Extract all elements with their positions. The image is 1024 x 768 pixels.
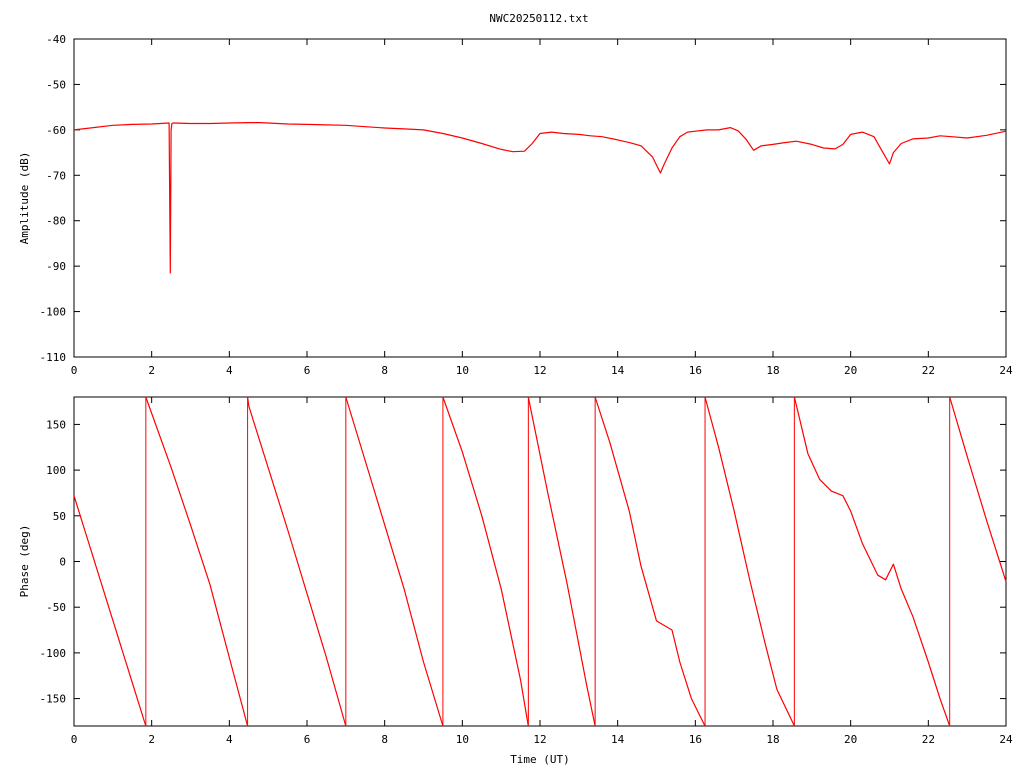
series-line-8	[793, 396, 951, 727]
x-tick-label: 4	[226, 733, 233, 746]
plot-frame	[73, 38, 1007, 358]
y-tick-label: -90	[46, 260, 66, 273]
x-tick-label: 6	[304, 733, 311, 746]
x-tick-label: 12	[533, 364, 546, 377]
y-tick-label: -150	[40, 693, 67, 706]
y-tick-label: -100	[40, 647, 67, 660]
phase-panel: 0 2 4 6 8 10 12 14 16 18 20 22 24150100500-50-100-15…	[18, 396, 1013, 766]
y-tick-label: -50	[46, 601, 66, 614]
y-tick-label: -40	[46, 33, 66, 46]
x-tick-label: 18	[766, 733, 779, 746]
series-line-3	[345, 396, 444, 727]
x-tick-label: 24	[999, 364, 1013, 377]
plot-frame	[73, 396, 1007, 727]
figure-title: NWC20250112.txt	[489, 12, 588, 25]
x-tick-label: 2	[148, 364, 155, 377]
series-line-1	[145, 396, 249, 727]
x-axis-label: Time (UT)	[510, 753, 570, 766]
series-line-6	[594, 396, 706, 727]
y-tick-label: -110	[40, 351, 67, 364]
series-line-9	[949, 396, 1007, 582]
x-tick-label: 20	[844, 364, 857, 377]
y-tick-label: -100	[40, 306, 67, 319]
x-tick-label: 20	[844, 733, 857, 746]
x-tick-label: 14	[611, 733, 625, 746]
x-tick-label: 22	[922, 364, 935, 377]
x-tick-label: 8	[381, 364, 388, 377]
x-tick-label: 0	[71, 364, 78, 377]
x-tick-label: 0	[71, 733, 78, 746]
x-tick-label: 10	[456, 364, 469, 377]
y-tick-label: 150	[46, 418, 66, 431]
y-tick-label: 0	[59, 556, 66, 569]
y-tick-label: 50	[53, 510, 66, 523]
y-axis-label: Phase (deg)	[18, 525, 31, 598]
x-tick-label: 12	[533, 733, 546, 746]
series-line-0	[73, 121, 1007, 274]
y-tick-label: -60	[46, 124, 66, 137]
x-tick-label: 10	[456, 733, 469, 746]
x-tick-label: 22	[922, 733, 935, 746]
x-tick-label: 16	[689, 364, 702, 377]
y-axis-label: Amplitude (dB)	[18, 152, 31, 245]
x-tick-label: 24	[999, 733, 1013, 746]
x-tick-label: 6	[304, 364, 311, 377]
x-tick-label: 16	[689, 733, 702, 746]
x-tick-label: 8	[381, 733, 388, 746]
x-tick-label: 14	[611, 364, 625, 377]
series-line-5	[527, 396, 596, 727]
series-line-4	[442, 396, 529, 727]
series-line-0	[73, 495, 147, 727]
series-line-7	[704, 396, 795, 727]
y-tick-label: -70	[46, 169, 66, 182]
y-tick-label: 100	[46, 464, 66, 477]
x-tick-label: 2	[148, 733, 155, 746]
y-tick-label: -50	[46, 78, 66, 91]
x-tick-label: 18	[766, 364, 779, 377]
y-tick-label: -80	[46, 215, 66, 228]
amplitude-panel: 0 2 4 6 8 10 12 14 16 18 20 22 24-40-50-60-70-80-90-…	[18, 33, 1013, 377]
x-tick-label: 4	[226, 364, 233, 377]
series-line-2	[247, 396, 347, 727]
